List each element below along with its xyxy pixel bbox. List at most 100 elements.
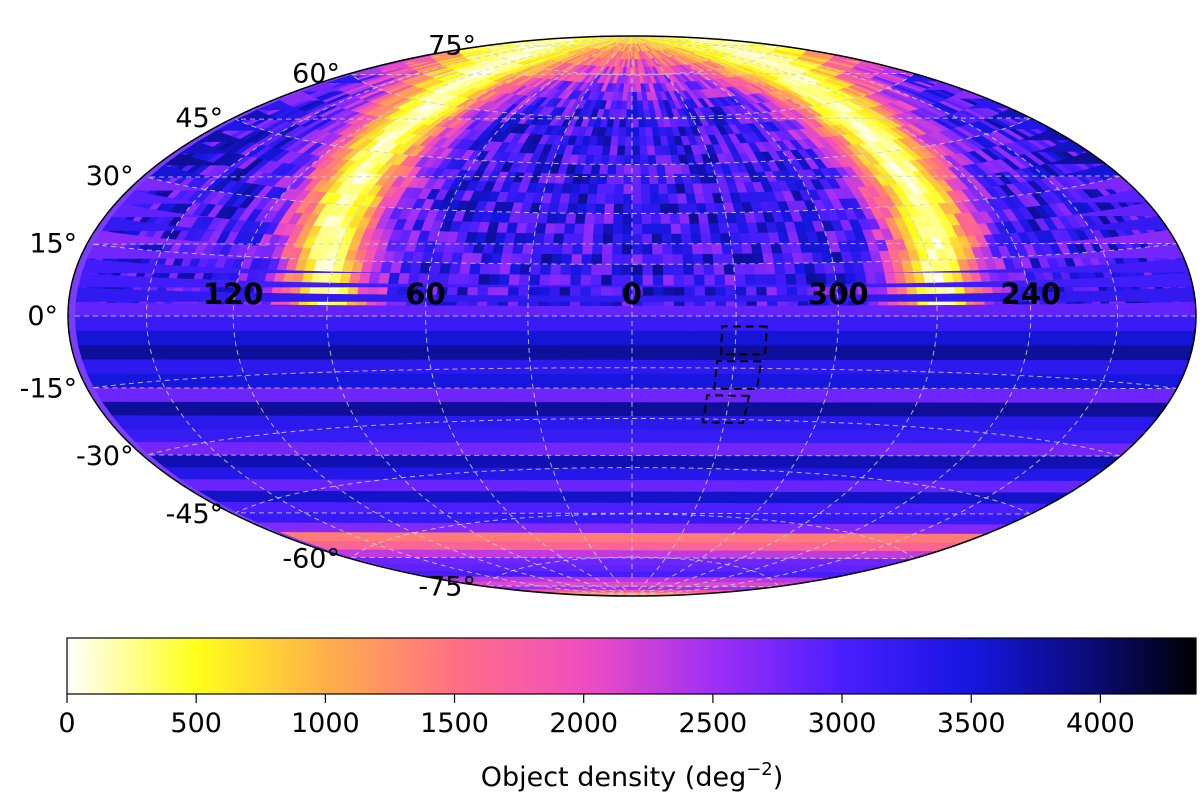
density-cell (584, 202, 596, 214)
density-cell (611, 233, 623, 245)
density-cell (78, 344, 1194, 361)
density-cell (163, 466, 1106, 481)
density-cell (693, 274, 705, 286)
density-cell (731, 253, 744, 265)
density-cell (698, 222, 711, 234)
density-cell (669, 212, 681, 224)
density-cell (661, 253, 674, 265)
density-cell (601, 253, 613, 265)
density-cell (670, 233, 682, 244)
density-cell (75, 330, 1196, 346)
density-cell (550, 253, 563, 265)
density-cell (651, 233, 663, 245)
density-cell (488, 263, 501, 275)
density-cell (774, 273, 787, 285)
density-cell (582, 223, 595, 234)
density-cell (601, 233, 613, 245)
density-cell (611, 263, 623, 275)
density-cell (671, 253, 684, 265)
density-cell (570, 263, 582, 275)
density-cell (559, 263, 572, 275)
density-cell (541, 243, 554, 255)
density-cell (744, 273, 756, 285)
density-cell (640, 203, 652, 214)
density-cell (582, 233, 594, 244)
density-cells (68, 36, 1196, 596)
density-cell (560, 253, 573, 265)
density-cell (679, 222, 691, 234)
density-cell (783, 262, 796, 275)
density-cell (610, 274, 623, 286)
density-cell (676, 192, 688, 204)
density-cell (621, 263, 633, 275)
density-cell (753, 263, 766, 275)
density-cell (631, 263, 643, 275)
density-cell (611, 253, 623, 265)
density-cell (803, 262, 816, 274)
density-cell (699, 232, 712, 244)
density-cell (621, 233, 633, 245)
density-cell (581, 243, 593, 255)
density-cell (764, 273, 777, 285)
density-cell (549, 263, 562, 275)
density-cell (561, 243, 573, 255)
density-cell (641, 233, 653, 245)
density-cell (590, 263, 602, 275)
density-cell (622, 213, 633, 224)
density-cell (498, 263, 511, 275)
density-cell (86, 373, 1185, 389)
density-cell (681, 253, 694, 265)
density-cell (447, 273, 460, 285)
density-cell (640, 193, 651, 204)
density-cell (710, 243, 723, 255)
density-cell (651, 253, 663, 265)
density-cell (622, 203, 633, 214)
density-cell (510, 252, 523, 265)
density-cell (650, 223, 662, 234)
density-cell (592, 233, 604, 245)
density-cell (612, 203, 624, 214)
density-cell (660, 223, 672, 234)
density-cell (754, 273, 767, 285)
density-cell (721, 253, 734, 265)
density-cell (668, 202, 680, 214)
density-cell (562, 232, 574, 244)
density-cell (508, 263, 521, 275)
density-cell (592, 223, 604, 234)
density-cell (733, 263, 745, 275)
density-cell (457, 273, 470, 285)
density-cell (709, 232, 722, 244)
density-cell (631, 233, 643, 245)
density-cell (544, 222, 556, 234)
density-cell (600, 263, 613, 275)
density-cell (575, 202, 587, 214)
density-cell (703, 274, 715, 286)
density-cell (197, 490, 1072, 504)
density-cell (539, 263, 552, 275)
density-cell (590, 274, 602, 286)
density-cell (684, 192, 697, 204)
density-cell (594, 203, 605, 214)
density-cell (468, 262, 481, 275)
density-cell (667, 193, 678, 204)
density-cell (641, 263, 653, 275)
density-cell (692, 263, 705, 275)
density-cell (602, 213, 614, 224)
density-cell (603, 203, 615, 214)
density-cell (538, 273, 551, 286)
density-cell (631, 223, 643, 234)
density-cell (148, 454, 1122, 469)
sky-map: 75°60°45°30°15°0°-15°-30°-45°-60°-75° 12… (20, 31, 1197, 603)
density-cell (761, 252, 774, 264)
density-cell (677, 202, 689, 214)
density-cell (658, 193, 669, 204)
density-cell (600, 274, 612, 286)
density-cell (621, 243, 633, 255)
density-cell (700, 243, 713, 255)
density-cell (75, 315, 1196, 332)
density-cell (652, 274, 664, 286)
density-cell (622, 193, 633, 204)
density-cell (651, 243, 663, 255)
density-cell (763, 263, 776, 275)
